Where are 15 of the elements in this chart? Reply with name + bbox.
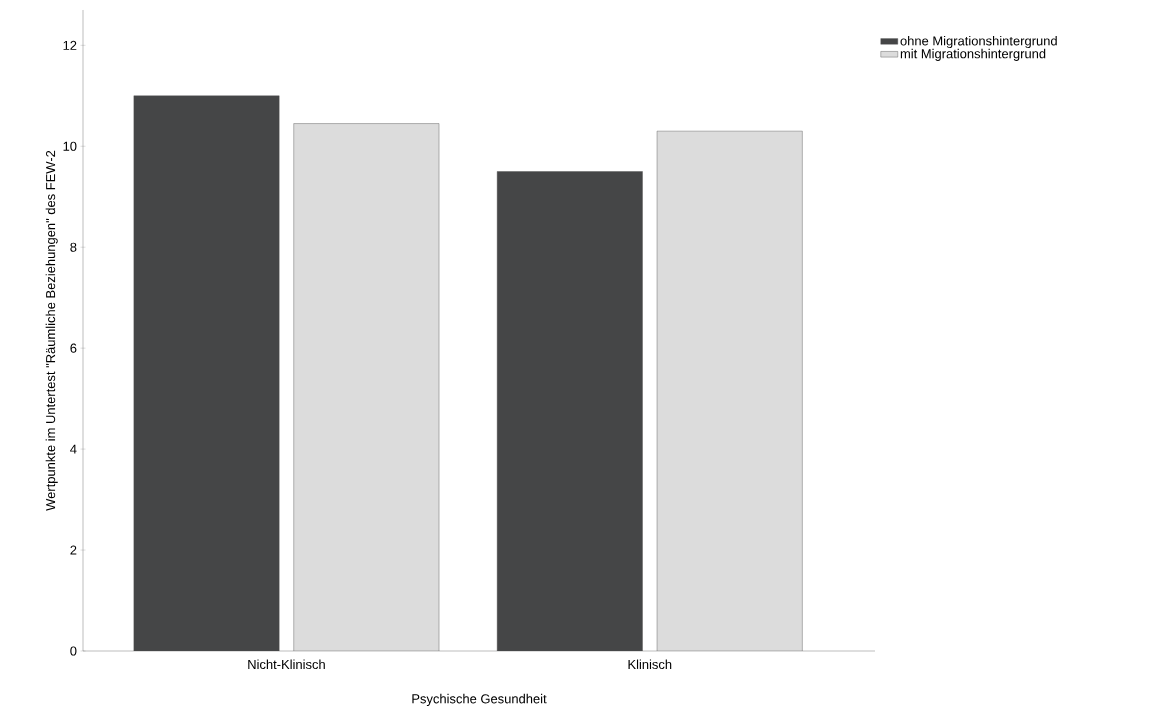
y-tick-label: 8 [70,242,77,252]
y-tick-label: 6 [70,343,77,353]
y-tick-label: 4 [70,444,77,454]
bar [293,123,440,651]
x-axis-title: Psychische Gesundheit [412,693,547,706]
x-tick-label: Nicht-Klinisch [248,659,325,670]
y-tick-label: 12 [63,40,77,50]
y-tick-label: 2 [70,545,77,555]
legend-label: ohne Migrationshintergrund [900,35,1057,49]
x-tick-label: Klinisch [628,659,672,670]
bar [656,130,803,651]
legend-label: mit Migrationshintergrund [900,48,1046,61]
y-tick-label: 0 [70,646,77,656]
y-axis-title: Wertpunkte im Untertest "Räumliche Beziehungen" des FEW-2 [45,150,58,511]
y-tick-label: 10 [63,141,77,151]
